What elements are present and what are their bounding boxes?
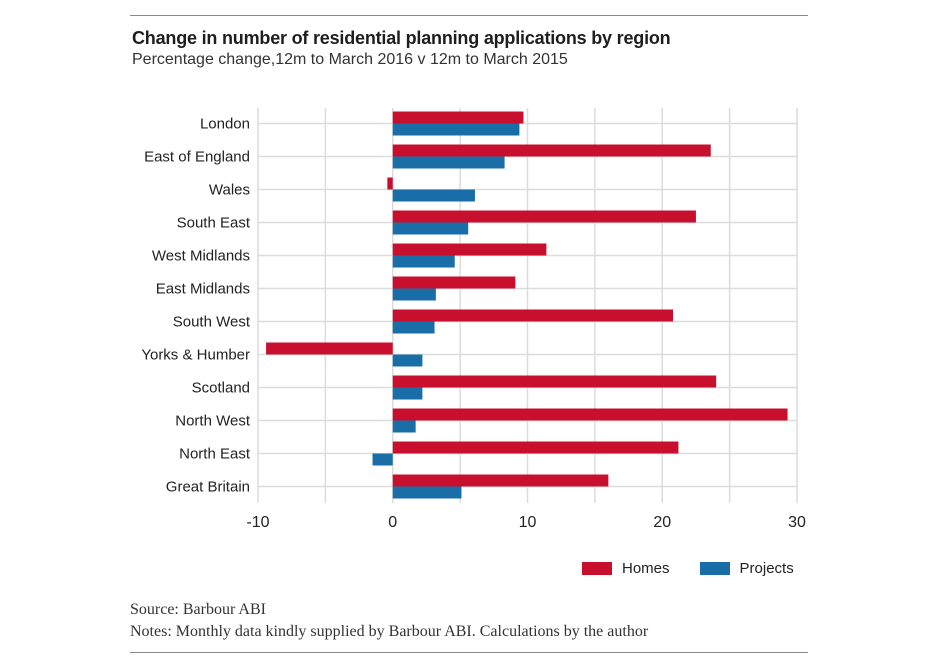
category-labels: London East of England Wales South East West… — [141, 116, 250, 496]
bottom-rule — [130, 652, 808, 653]
bar-homes-south-west — [392, 309, 674, 322]
bar-projects-north-west — [392, 420, 416, 433]
legend-item-projects: Projects — [699, 560, 794, 577]
legend: Homes Projects — [582, 560, 794, 577]
category-label: North East — [179, 446, 251, 463]
category-label: East of England — [144, 149, 250, 166]
legend-item-homes: Homes — [582, 560, 670, 577]
bar-chart: London East of England Wales South East West… — [141, 108, 806, 531]
bar-projects-great-britain — [392, 486, 462, 499]
bar-homes-east-midlands — [392, 276, 516, 289]
category-label: Wales — [209, 182, 250, 199]
bar-projects-east-midlands — [392, 288, 436, 301]
bars — [266, 111, 788, 499]
grid-lines — [257, 108, 798, 503]
category-label: West Midlands — [152, 248, 250, 265]
category-label: South West — [173, 314, 251, 331]
x-tick-label: 10 — [519, 514, 537, 531]
notes-text: Notes: Monthly data kindly supplied by B… — [130, 623, 649, 640]
legend-swatch-homes — [582, 562, 612, 575]
bar-projects-south-west — [392, 321, 435, 334]
category-label: Great Britain — [166, 479, 250, 496]
category-label: South East — [177, 215, 251, 232]
x-tick-label: -10 — [246, 514, 269, 531]
bar-projects-scotland — [392, 387, 423, 400]
x-tick-label: 0 — [388, 514, 397, 531]
category-label: Scotland — [192, 380, 250, 397]
bar-projects-west-midlands — [392, 255, 455, 268]
bar-homes-scotland — [392, 375, 717, 388]
x-tick-label: 20 — [653, 514, 671, 531]
bar-homes-south-east — [392, 210, 696, 223]
legend-label-homes: Homes — [622, 560, 670, 577]
category-label: Yorks & Humber — [141, 347, 250, 364]
bar-homes-great-britain — [392, 474, 609, 487]
bar-projects-yorks-humber — [392, 354, 423, 367]
legend-label-projects: Projects — [739, 560, 794, 577]
bar-homes-london — [392, 111, 524, 124]
bar-projects-south-east — [392, 222, 469, 235]
bar-projects-wales — [392, 189, 475, 202]
x-tick-labels: -10 0 10 20 30 — [246, 514, 806, 531]
bar-projects-london — [392, 123, 520, 136]
chart-subtitle: Percentage change,12m to March 2016 v 12… — [132, 51, 568, 68]
category-label: North West — [175, 413, 251, 430]
category-label: East Midlands — [156, 281, 250, 298]
bar-homes-north-west — [392, 408, 788, 421]
bar-homes-west-midlands — [392, 243, 547, 256]
chart-title: Change in number of residential planning… — [132, 28, 671, 48]
bar-projects-east-of-england — [392, 156, 505, 169]
x-tick-label: 30 — [788, 514, 806, 531]
bar-homes-north-east — [392, 441, 679, 454]
footer-notes: Source: Barbour ABI Notes: Monthly data … — [130, 599, 648, 643]
bar-homes-wales — [387, 177, 393, 190]
source-text: Source: Barbour ABI — [130, 601, 266, 618]
bar-homes-east-of-england — [392, 144, 711, 157]
bar-homes-yorks-humber — [266, 342, 393, 355]
bar-projects-north-east — [372, 453, 393, 466]
category-label: London — [200, 116, 250, 133]
top-rule — [130, 15, 808, 16]
legend-swatch-projects — [699, 562, 730, 575]
